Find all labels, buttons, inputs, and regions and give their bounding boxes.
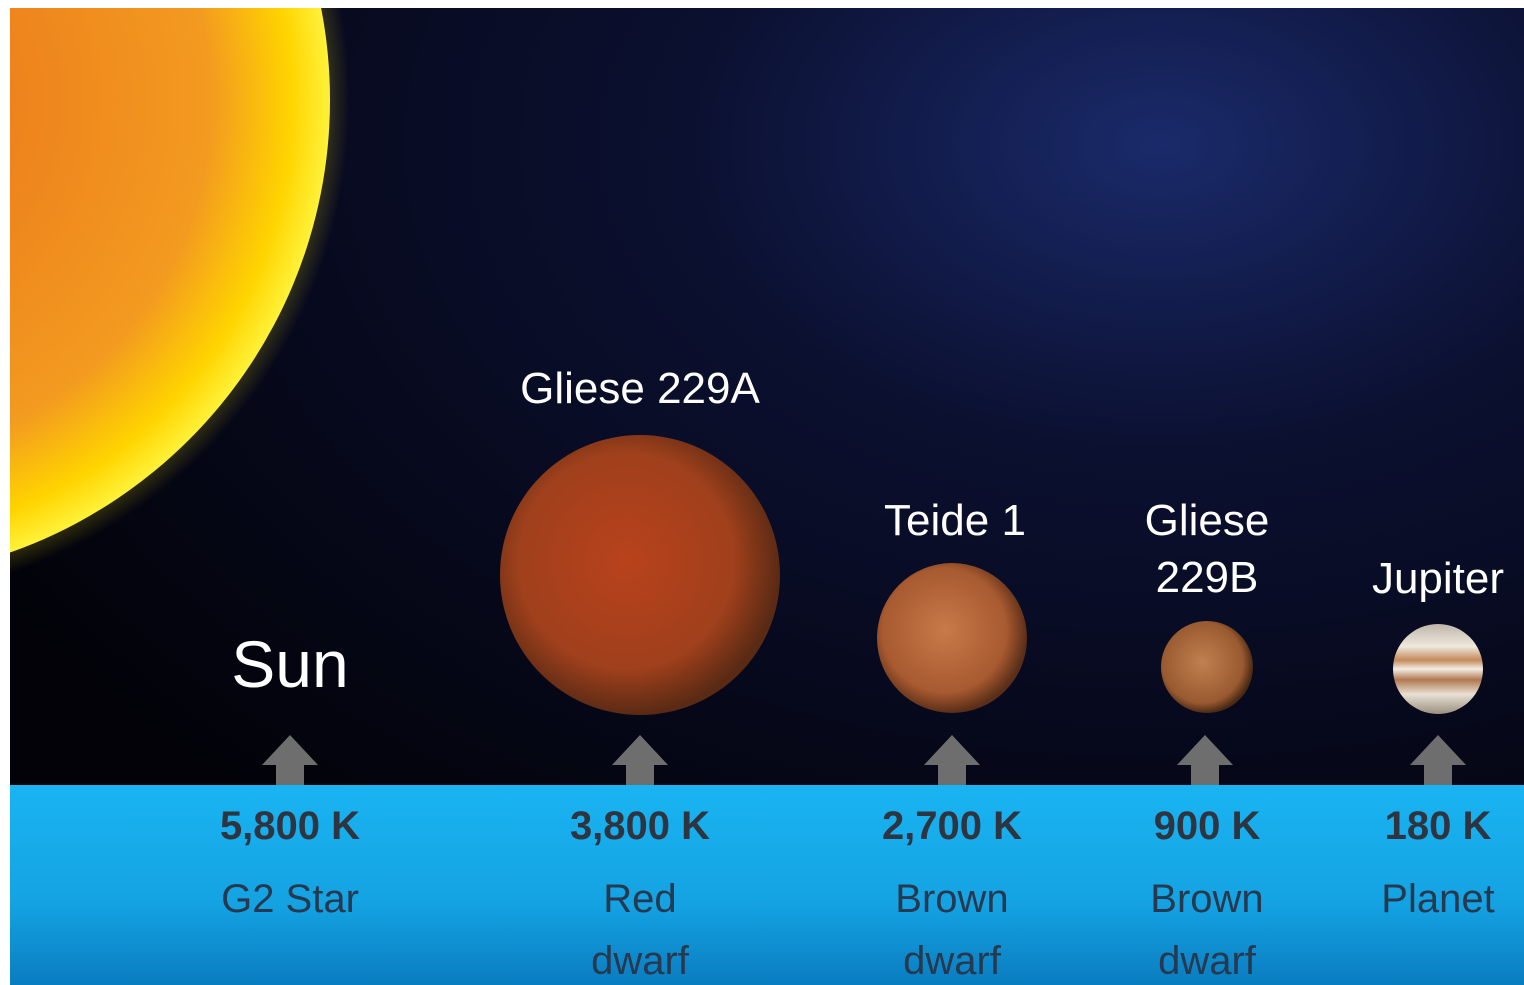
object-name: Gliese 229A (470, 360, 810, 417)
classification: Planet (1348, 868, 1524, 930)
teide-1 (877, 563, 1027, 713)
object-name: Teide 1 (835, 492, 1075, 549)
temperature: 900 K (1107, 800, 1307, 852)
temperature: 2,700 K (832, 800, 1072, 852)
gliese-229a (500, 435, 780, 715)
classification: Brown dwarf (1117, 868, 1297, 985)
classification: G2 Star (170, 868, 410, 930)
classification: Brown dwarf (862, 868, 1042, 985)
temperature: 180 K (1348, 800, 1524, 852)
gliese-229b (1161, 621, 1253, 713)
object-name: Sun (190, 622, 390, 708)
jupiter (1393, 624, 1483, 714)
infographic: Sun Gliese 229A Teide 1 Gliese 229B Jupi… (0, 0, 1524, 985)
object-name: Jupiter (1353, 550, 1523, 607)
temperature: 5,800 K (170, 800, 410, 852)
object-name: Gliese 229B (1127, 492, 1287, 606)
classification: Red dwarf (565, 868, 715, 985)
temperature: 3,800 K (520, 800, 760, 852)
